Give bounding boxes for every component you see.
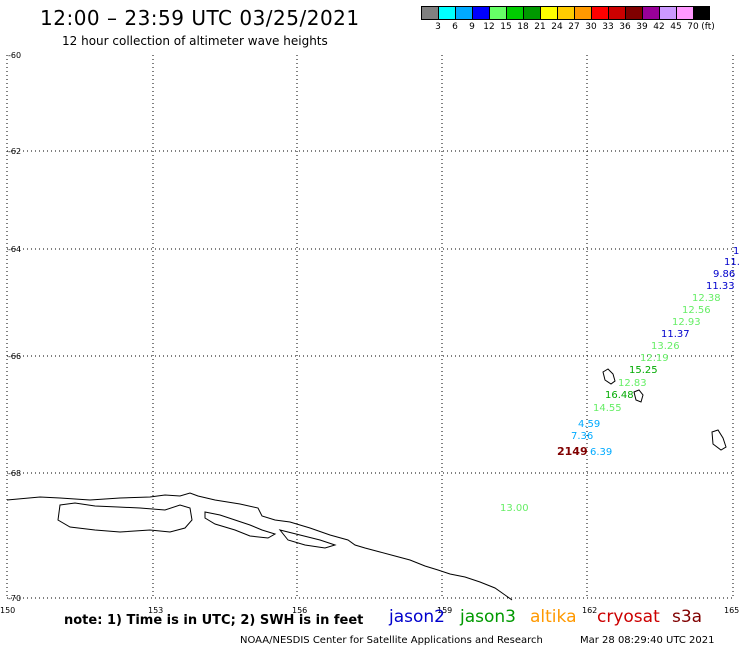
footer-note: note: 1) Time is in UTC; 2) SWH is in fe… <box>64 613 364 628</box>
swh-observation-label: 11. <box>733 246 740 257</box>
satellite-legend-s3a: s3a <box>672 607 703 627</box>
color-scale-label: 6 <box>452 22 458 32</box>
timestamp: Mar 28 08:29:40 UTC 2021 <box>580 635 715 646</box>
coastal-ice-shelf <box>57 502 193 533</box>
color-scale-label: 21 <box>534 22 546 32</box>
color-swatch <box>438 6 455 20</box>
latitude-label: -66 <box>8 352 21 361</box>
color-swatch <box>540 6 557 20</box>
swh-observation-label: 2149 <box>557 445 588 458</box>
swh-observation-label: 11.39 <box>724 257 740 268</box>
latitude-label: -60 <box>8 51 21 60</box>
longitude-label: 162 <box>582 606 597 615</box>
satellite-legend-jason3: jason3 <box>460 607 516 627</box>
longitude-label: 159 <box>437 606 452 615</box>
color-scale-label: 30 <box>585 22 597 32</box>
latitude-labels: -60 -62 -64 -66 -68 -70 <box>8 51 21 603</box>
color-scale-label: 12 <box>483 22 495 32</box>
coastal-inlet <box>204 511 277 539</box>
swh-observation-label: 16.48 <box>605 390 634 401</box>
swh-observation-label: 12.83 <box>618 378 647 389</box>
wave-height-observations: 11.11.399.8611.3312.3812.5612.9311.3713.… <box>500 246 740 514</box>
color-swatch <box>608 6 625 20</box>
color-swatch <box>625 6 642 20</box>
color-scale-label: 70 <box>687 22 699 32</box>
satellite-legend-altika: altika <box>530 607 577 627</box>
color-swatch <box>455 6 472 20</box>
swh-observation-label: 12.93 <box>672 317 701 328</box>
credit-line: NOAA/NESDIS Center for Satellite Applica… <box>240 635 543 646</box>
color-swatch <box>642 6 659 20</box>
color-scale-label: 33 <box>602 22 614 32</box>
swh-observation-label: 11.33 <box>706 281 735 292</box>
latitude-label: -70 <box>8 594 21 603</box>
latitude-label: -68 <box>8 469 21 478</box>
coastline <box>6 368 727 601</box>
swh-observation-label: 12.38 <box>692 293 721 304</box>
swh-observation-label: 15.25 <box>629 365 658 376</box>
graticule <box>6 55 734 599</box>
swh-observation-label: 12.56 <box>682 305 711 316</box>
color-swatch <box>693 6 710 20</box>
color-swatch <box>557 6 574 20</box>
island-b <box>633 389 644 403</box>
swh-observation-label: 13.00 <box>500 503 529 514</box>
longitude-labels: 150 153 156 159 162 165 <box>0 606 739 615</box>
color-scale-bar <box>421 6 710 20</box>
swh-observation-label: 4.59 <box>578 419 600 430</box>
color-swatch <box>489 6 506 20</box>
swh-observation-label: 13.26 <box>651 341 680 352</box>
swh-observation-label: 7.36 <box>571 431 593 442</box>
latitude-label: -64 <box>8 245 21 254</box>
color-scale-label: 24 <box>551 22 563 32</box>
color-scale-label: 15 <box>500 22 512 32</box>
color-scale-label: (ft) <box>701 22 715 32</box>
color-scale-label: 45 <box>670 22 682 32</box>
latitude-label: -62 <box>8 147 21 156</box>
swh-observation-label: 9.86 <box>713 269 735 280</box>
longitude-label: 156 <box>292 606 307 615</box>
color-swatch <box>472 6 489 20</box>
antarctic-coastline <box>6 492 513 601</box>
longitude-label: 165 <box>724 606 739 615</box>
island-a <box>602 368 616 385</box>
satellite-legend-cryosat: cryosat <box>597 607 660 627</box>
swh-observation-label: 12.19 <box>640 353 669 364</box>
color-swatch <box>676 6 693 20</box>
color-scale-label: 36 <box>619 22 631 32</box>
island-c <box>711 429 727 451</box>
color-swatch <box>506 6 523 20</box>
color-scale-label: 39 <box>636 22 648 32</box>
coastal-bay <box>278 529 337 549</box>
color-swatch <box>591 6 608 20</box>
color-scale-label: 42 <box>653 22 665 32</box>
chart-subtitle: 12 hour collection of altimeter wave hei… <box>62 34 328 48</box>
longitude-label: 153 <box>148 606 163 615</box>
chart-title: 12:00 – 23:59 UTC 03/25/2021 <box>40 6 360 30</box>
color-swatch <box>523 6 540 20</box>
color-swatch <box>659 6 676 20</box>
satellite-legend-jason2: jason2 <box>389 607 445 627</box>
color-scale-label: 3 <box>435 22 441 32</box>
swh-observation-label: 14.55 <box>593 403 622 414</box>
color-swatch <box>574 6 591 20</box>
color-scale-label: 27 <box>568 22 580 32</box>
color-scale-label: 18 <box>517 22 529 32</box>
color-swatch <box>421 6 438 20</box>
color-scale-label: 9 <box>469 22 475 32</box>
longitude-label: 150 <box>0 606 15 615</box>
swh-observation-label: 6.39 <box>590 447 612 458</box>
swh-observation-label: 11.37 <box>661 329 690 340</box>
